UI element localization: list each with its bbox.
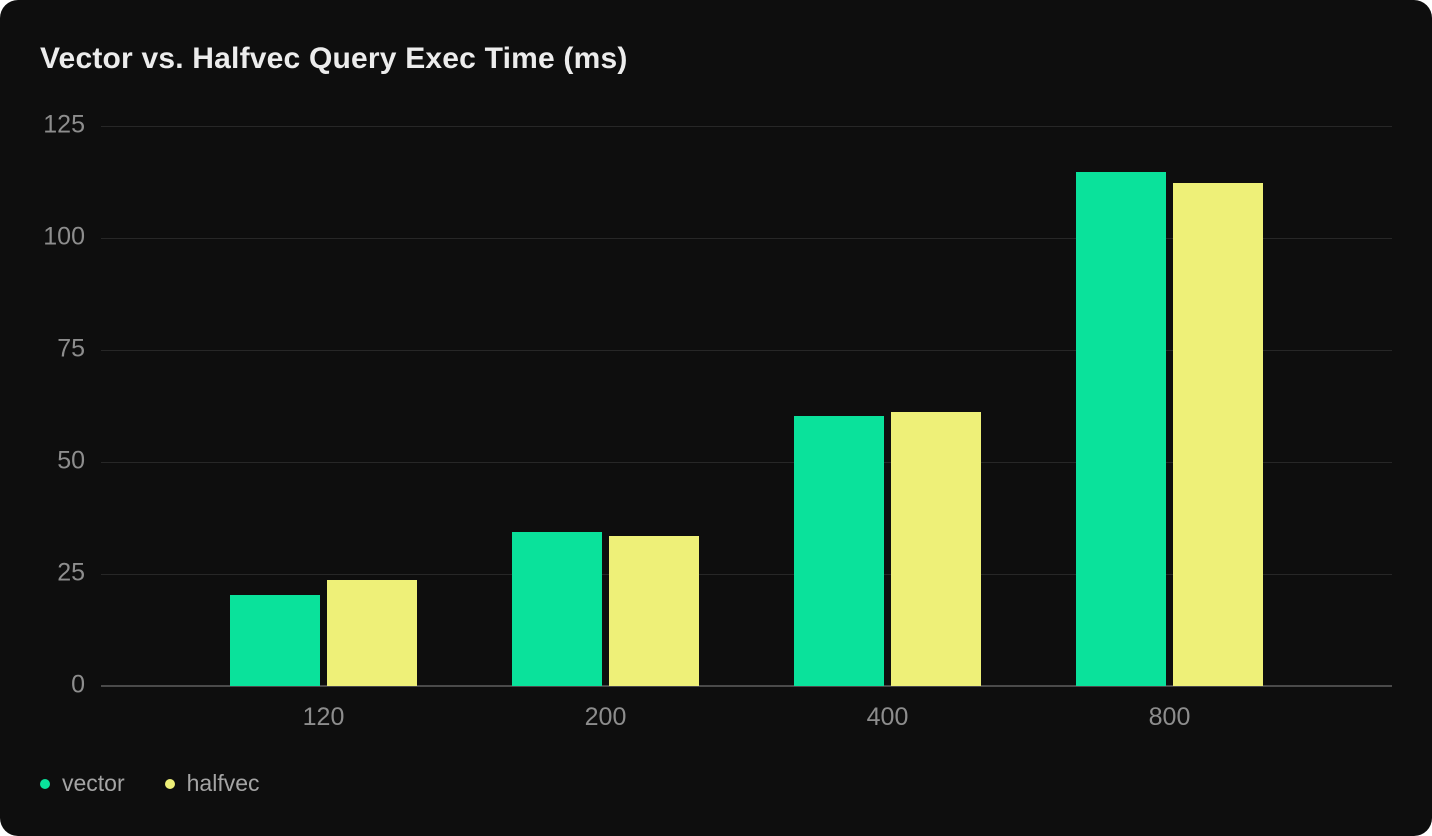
chart-title: Vector vs. Halfvec Query Exec Time (ms): [40, 42, 628, 75]
legend-item-halfvec[interactable]: halfvec: [164, 770, 260, 797]
y-tick-label-0: 0: [71, 670, 85, 699]
gridline-25: [101, 574, 1392, 575]
gridline-100: [101, 238, 1392, 239]
y-tick-label-50: 50: [57, 446, 85, 475]
legend-item-vector[interactable]: vector: [40, 770, 125, 797]
x-tick-label-200: 200: [584, 703, 627, 731]
gridline-50: [101, 462, 1392, 463]
legend-label-vector: vector: [62, 770, 125, 796]
x-tick-label-800: 800: [1148, 703, 1191, 731]
gridline-125: [101, 126, 1392, 127]
y-tick-label-25: 25: [57, 558, 85, 587]
bar-halfvec-400[interactable]: [891, 411, 981, 686]
bar-vector-200[interactable]: [512, 531, 602, 686]
bar-halfvec-800[interactable]: [1173, 183, 1263, 686]
legend-dot-halfvec: [164, 778, 175, 789]
bar-vector-800[interactable]: [1076, 171, 1166, 686]
bar-vector-400[interactable]: [794, 415, 884, 686]
x-axis-line: [101, 685, 1392, 687]
y-tick-label-75: 75: [57, 334, 85, 363]
chart-legend: vector halfvec: [40, 770, 260, 797]
x-tick-label-400: 400: [866, 703, 909, 731]
gridline-75: [101, 350, 1392, 351]
y-tick-label-100: 100: [43, 222, 85, 251]
y-tick-label-125: 125: [43, 110, 85, 139]
bar-vector-120[interactable]: [230, 594, 320, 686]
bar-halfvec-120[interactable]: [327, 579, 417, 686]
legend-dot-vector: [40, 778, 50, 789]
x-tick-label-120: 120: [302, 703, 345, 731]
bar-halfvec-200[interactable]: [609, 535, 699, 686]
legend-label-halfvec: halfvec: [186, 770, 260, 796]
